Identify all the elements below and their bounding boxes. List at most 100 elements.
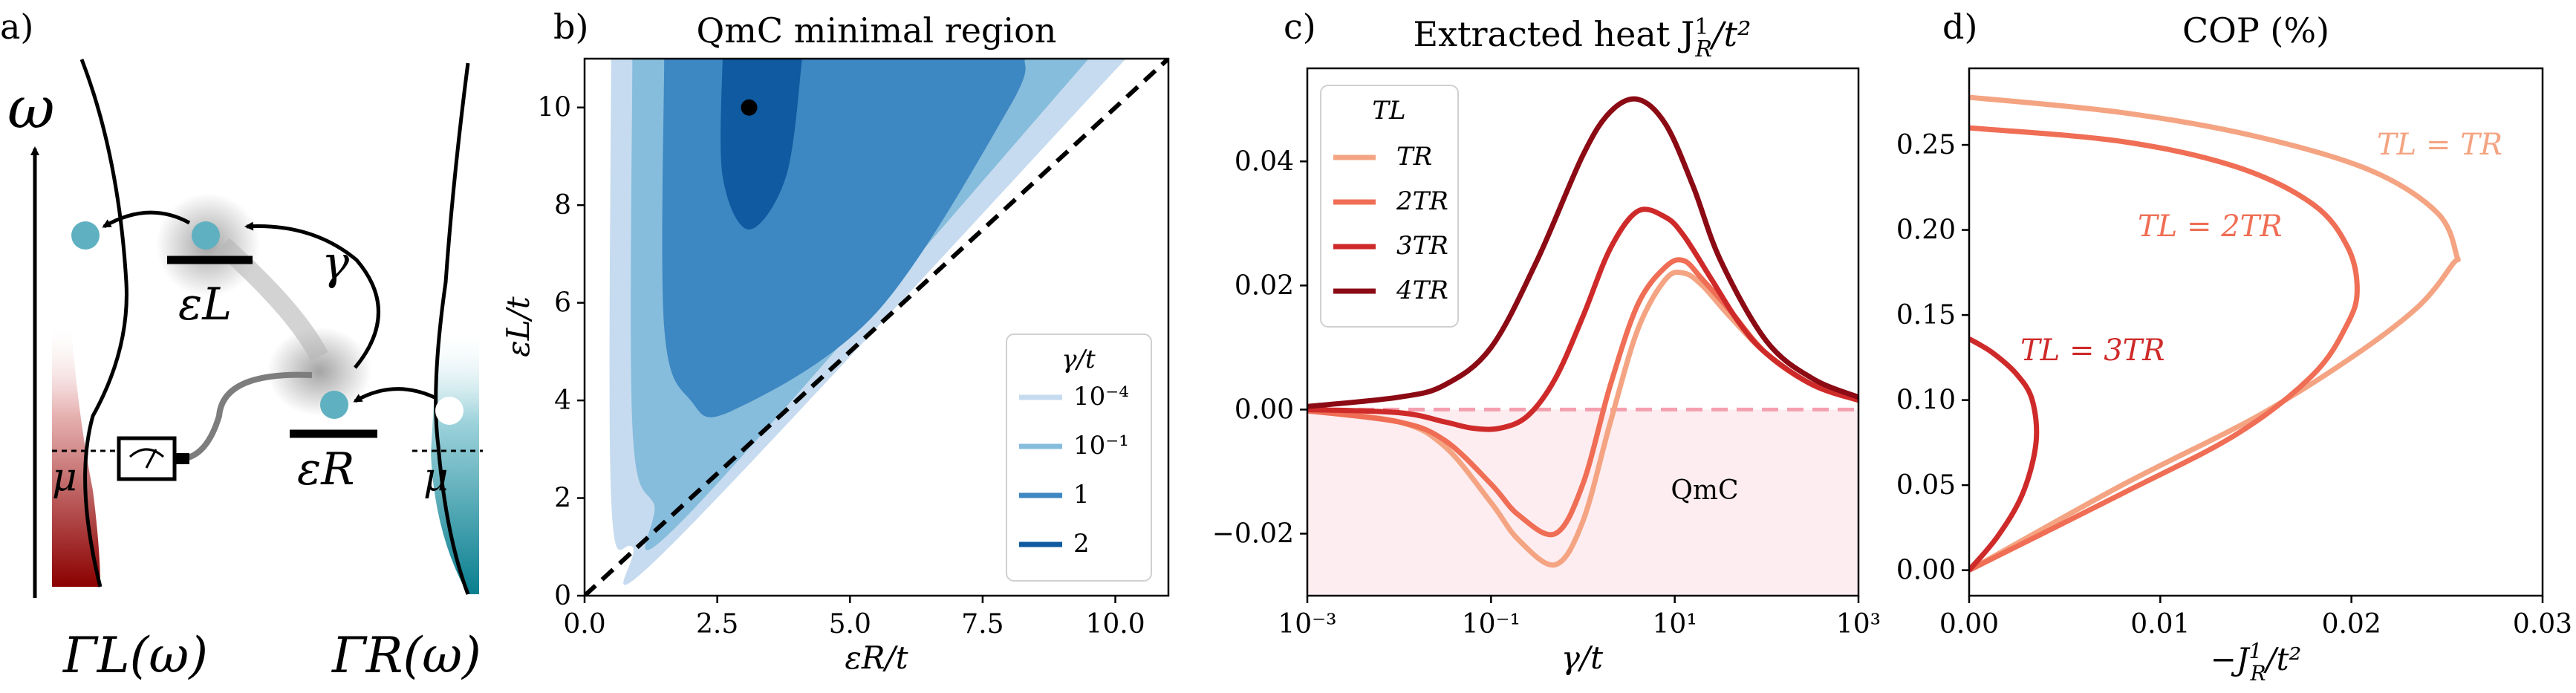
chart-c-series-3 xyxy=(1307,96,1858,409)
chart-b-title: QmC minimal region xyxy=(697,10,1057,51)
chart-b-legend: γ/t 10⁻⁴ 10⁻¹ 1 2 xyxy=(1006,334,1152,582)
chart-b-optimum-marker xyxy=(741,99,758,116)
chart-b-ylabel: εL/t xyxy=(500,296,536,357)
dot-bath-left xyxy=(71,221,100,250)
panel-d: d) COP (%) 0.00 0.01 0.02 0.03 0.00 0.05 0.10… xyxy=(1896,7,2572,686)
chart-d-frame xyxy=(1968,67,2544,597)
chart-d-ytick-label: 0.00 xyxy=(1896,556,1956,586)
chart-b-xtick-label: 10.0 xyxy=(1085,609,1145,640)
eps-L-label: εL xyxy=(178,279,232,331)
chart-b-regions xyxy=(609,59,1126,585)
chart-d-xtick-label: 0.03 xyxy=(2513,609,2572,640)
panel-a: a) ω μ μ εL εR γ xyxy=(0,7,483,684)
chart-c-legend-title: TL xyxy=(1372,96,1405,126)
panel-b-label: b) xyxy=(553,7,588,47)
panel-c-label: c) xyxy=(1284,7,1316,47)
chart-d-ytick-label: 0.15 xyxy=(1896,300,1956,331)
left-bath-curve xyxy=(79,59,129,588)
chart-d-series xyxy=(1969,94,2461,573)
right-bath-fill xyxy=(431,327,479,594)
chart-c-legend: TL TR 2TR 3TR 4TR xyxy=(1320,85,1459,328)
panel-b: b) QmC minimal region 0.0 2.5 5.0 7.5 10.0 0… xyxy=(500,7,1170,676)
chart-d-series-1 xyxy=(1969,125,2360,573)
chart-b-legend-title: γ/t xyxy=(1061,345,1096,374)
chart-b-xtick-label: 5.0 xyxy=(829,609,871,640)
chart-c-xtick-label: 10⁻³ xyxy=(1278,609,1336,640)
chart-b-frame xyxy=(583,57,1170,597)
chart-c-ytick-label: 0.02 xyxy=(1235,270,1294,301)
chart-b-xtick-label: 7.5 xyxy=(961,609,1004,640)
chart-c-ytick-label: 0.00 xyxy=(1235,394,1294,425)
chart-c-title: Extracted heat J1 R/t² xyxy=(1414,14,1752,62)
chart-d-ytick-label: 0.25 xyxy=(1896,130,1956,160)
chart-d-series-2 xyxy=(1969,336,2040,572)
arrow-from-right-bath xyxy=(353,387,436,403)
chart-c-xtick-label: 10³ xyxy=(1836,609,1881,640)
chart-b-ytick-label: 10 xyxy=(537,93,571,123)
chart-b-region-gamma-3 xyxy=(721,59,802,230)
chart-b-xlabel: εR/t xyxy=(845,640,908,676)
meter-wire xyxy=(184,371,313,461)
chart-b-diagonal xyxy=(585,59,1168,596)
chart-c-legend-label: 4TR xyxy=(1396,276,1448,305)
dot-eps-L xyxy=(192,221,220,250)
chart-c-xlabel: γ/t xyxy=(1561,640,1603,676)
right-mu-label: μ xyxy=(423,455,449,500)
dot-R-blur xyxy=(267,327,371,416)
chart-d-curve-label: TL = 3TR xyxy=(2020,334,2164,368)
chart-c-ytick-label: 0.04 xyxy=(1235,146,1294,177)
chart-c-series xyxy=(1307,96,1858,568)
chart-b-ytick-label: 0 xyxy=(554,581,571,611)
chart-b-yticks: 0 2 4 6 8 10 xyxy=(537,93,585,611)
arrow-R-to-L xyxy=(244,221,380,369)
gamma-L-label: ΓL(ω) xyxy=(62,627,208,684)
left-mu-label: μ xyxy=(52,455,77,500)
chart-c-ytick-label: −0.02 xyxy=(1212,518,1294,549)
gamma-label: γ xyxy=(322,235,350,290)
chart-d-ytick-label: 0.10 xyxy=(1896,385,1956,416)
chart-b-legend-label: 10⁻¹ xyxy=(1073,431,1129,461)
chart-b-ytick-label: 6 xyxy=(554,288,571,319)
chart-b-ytick-label: 2 xyxy=(554,484,571,514)
chart-c-yticks: −0.02 0.00 0.02 0.04 xyxy=(1212,146,1307,549)
panel-c: c) Extracted heat J1 R/t² QmC 10⁻³ 10⁻¹ 10¹… xyxy=(1212,7,1881,676)
chart-c-legend-label: 2TR xyxy=(1396,186,1448,216)
panel-a-label: a) xyxy=(0,7,33,47)
chart-b-legend-label: 10⁻⁴ xyxy=(1073,382,1129,411)
chart-d-xtick-label: 0.01 xyxy=(2130,609,2190,640)
hole-bath-right xyxy=(435,397,464,425)
chart-b-xtick-label: 2.5 xyxy=(696,609,738,640)
chart-b-xticks: 0.0 2.5 5.0 7.5 10.0 xyxy=(563,596,1145,640)
chart-c-legend-label: TR xyxy=(1396,142,1432,172)
chart-c-qmc-region xyxy=(1307,409,1858,596)
chart-b-xtick-label: 0.0 xyxy=(563,609,605,640)
chart-d-xtick-label: 0.00 xyxy=(1939,609,1999,640)
omega-label: ω xyxy=(7,75,55,142)
chart-d-curve-label: TL = 2TR xyxy=(2138,209,2282,244)
chart-b-ytick-label: 4 xyxy=(554,385,571,416)
power-meter-icon xyxy=(117,436,189,481)
chart-c-xtick-label: 10⁻¹ xyxy=(1462,609,1520,640)
chart-d-xlabel: −J1 R/t² xyxy=(2211,639,2302,686)
chart-d-ytick-label: 0.05 xyxy=(1896,470,1956,501)
chart-d-curve-label: TL = TR xyxy=(2377,128,2502,162)
chart-c-legend-label: 3TR xyxy=(1396,231,1448,261)
eps-R-label: εR xyxy=(297,443,354,495)
chart-d-annotations: TL = TR TL = 2TR TL = 3TR xyxy=(2020,128,2502,368)
chart-b-ytick-label: 8 xyxy=(554,190,571,221)
chart-c-series-2 xyxy=(1307,206,1858,432)
chart-d-yticks: 0.00 0.05 0.10 0.15 0.20 0.25 xyxy=(1896,130,1969,586)
chart-d-title: COP (%) xyxy=(2182,10,2329,51)
chart-d-xticks: 0.00 0.01 0.02 0.03 xyxy=(1939,596,2572,640)
right-bath-curve xyxy=(434,62,470,595)
chart-d-series-0 xyxy=(1969,94,2461,573)
arrow-to-left-bath xyxy=(102,210,191,229)
chart-d-ytick-label: 0.20 xyxy=(1896,215,1956,246)
chart-d-xtick-label: 0.02 xyxy=(2322,609,2381,640)
chart-c-xticks: 10⁻³ 10⁻¹ 10¹ 10³ xyxy=(1278,596,1881,640)
chart-c-frame xyxy=(1306,67,1860,597)
chart-b-legend-label: 2 xyxy=(1073,529,1090,559)
panel-d-label: d) xyxy=(1942,7,1977,47)
chart-c-qmc-label: QmC xyxy=(1671,475,1738,506)
